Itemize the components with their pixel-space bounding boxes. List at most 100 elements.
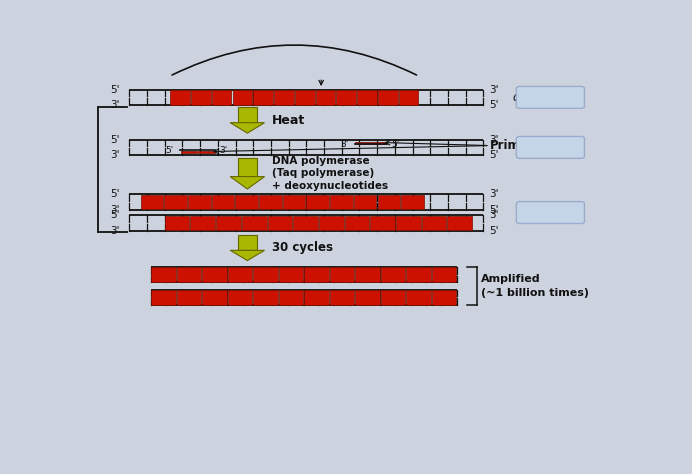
Bar [228, 290, 252, 305]
Bar [199, 151, 215, 153]
Text: ds DNA: ds DNA [513, 91, 556, 104]
Bar [355, 290, 380, 305]
Text: 3': 3' [489, 85, 498, 95]
Bar [336, 90, 356, 105]
Text: Primers: Primers [490, 139, 541, 152]
Bar [372, 142, 386, 144]
Bar [330, 195, 353, 210]
Bar [228, 267, 252, 282]
Bar [293, 216, 318, 230]
Bar [370, 216, 395, 230]
Text: 5': 5' [489, 150, 498, 160]
Text: 3': 3' [219, 146, 228, 155]
Bar [396, 216, 421, 230]
Bar [212, 195, 235, 210]
Bar [432, 290, 456, 305]
Bar [378, 90, 398, 105]
Text: 3': 3' [110, 226, 120, 236]
Polygon shape [230, 177, 264, 189]
Bar [316, 90, 336, 105]
Bar [202, 267, 227, 282]
Bar [283, 195, 305, 210]
Bar [238, 107, 257, 123]
Text: 5': 5' [110, 135, 120, 145]
Text: Heat: Heat [271, 113, 304, 127]
Bar [188, 195, 210, 210]
Bar [170, 90, 190, 105]
Text: Step III: Step III [529, 206, 572, 219]
Bar [152, 267, 176, 282]
Bar [345, 216, 370, 230]
Bar [233, 90, 252, 105]
Bar [216, 216, 241, 230]
Bar [307, 195, 329, 210]
Text: Step II: Step II [531, 141, 570, 154]
Bar [242, 216, 266, 230]
Bar [355, 142, 370, 144]
Text: Amplified
(~1 billion times): Amplified (~1 billion times) [481, 274, 589, 298]
Bar [238, 158, 257, 177]
Polygon shape [230, 123, 264, 133]
Text: 3': 3' [489, 190, 498, 200]
FancyBboxPatch shape [516, 137, 585, 158]
Bar [381, 267, 405, 282]
Text: 3': 3' [110, 205, 120, 215]
Text: 30 cycles: 30 cycles [271, 241, 333, 254]
FancyBboxPatch shape [516, 86, 585, 109]
Text: 5': 5' [110, 85, 120, 95]
Bar [253, 267, 277, 282]
Bar [279, 267, 303, 282]
Bar [212, 90, 231, 105]
Text: 3': 3' [110, 100, 120, 110]
Bar [253, 90, 273, 105]
Text: 5': 5' [110, 210, 120, 220]
Text: 5': 5' [391, 140, 399, 149]
Bar [177, 267, 201, 282]
Bar [304, 267, 329, 282]
Bar [357, 90, 377, 105]
Bar [355, 267, 380, 282]
Bar [274, 90, 294, 105]
Text: 5': 5' [489, 100, 498, 110]
Text: 5': 5' [489, 226, 498, 236]
Bar [165, 195, 187, 210]
Bar [406, 267, 430, 282]
Bar [191, 90, 210, 105]
Bar [401, 195, 424, 210]
Bar [238, 235, 257, 250]
Bar [381, 290, 405, 305]
Bar [432, 267, 456, 282]
Bar [329, 290, 354, 305]
Bar [268, 216, 292, 230]
Text: 3': 3' [489, 135, 498, 145]
Bar [140, 195, 163, 210]
Bar [253, 290, 277, 305]
Bar [378, 195, 400, 210]
Bar [295, 90, 315, 105]
Text: 5': 5' [489, 205, 498, 215]
Bar [304, 290, 329, 305]
Bar [235, 195, 258, 210]
Bar [422, 216, 446, 230]
Text: 3': 3' [340, 140, 348, 149]
Bar [399, 90, 419, 105]
Bar [354, 195, 376, 210]
Bar [279, 290, 303, 305]
Text: 5': 5' [110, 190, 120, 200]
Bar [190, 216, 215, 230]
FancyBboxPatch shape [516, 201, 585, 224]
Text: 3': 3' [110, 150, 120, 160]
Bar [152, 290, 176, 305]
Bar [448, 216, 472, 230]
Bar [202, 290, 227, 305]
Bar [406, 290, 430, 305]
Text: DNA polymerase
(Taq polymerase)
+ deoxynucleotides: DNA polymerase (Taq polymerase) + deoxyn… [271, 156, 388, 191]
Bar [329, 267, 354, 282]
Bar [165, 216, 190, 230]
Bar [319, 216, 344, 230]
Bar [181, 151, 197, 153]
Text: 5': 5' [165, 146, 174, 155]
Text: Step I: Step I [532, 91, 568, 104]
Bar [177, 290, 201, 305]
Text: 3': 3' [489, 210, 498, 220]
